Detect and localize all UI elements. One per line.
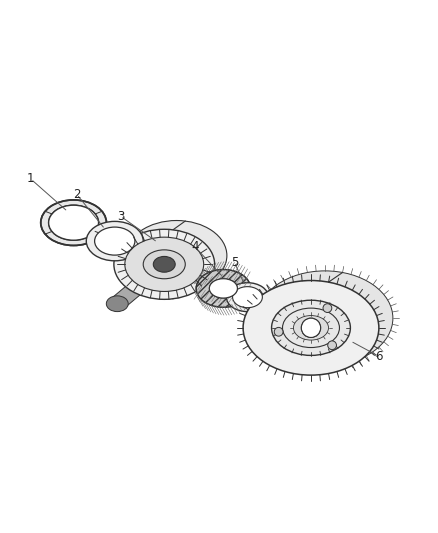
Polygon shape: [112, 259, 170, 310]
Ellipse shape: [226, 282, 268, 312]
Circle shape: [323, 304, 332, 312]
Ellipse shape: [143, 250, 185, 279]
Text: 6: 6: [375, 350, 383, 363]
Ellipse shape: [196, 270, 251, 307]
Ellipse shape: [257, 271, 393, 366]
Circle shape: [301, 318, 321, 337]
Ellipse shape: [196, 270, 251, 307]
Circle shape: [328, 341, 336, 350]
Circle shape: [274, 327, 283, 336]
Ellipse shape: [293, 316, 328, 340]
Ellipse shape: [125, 237, 204, 292]
Ellipse shape: [114, 229, 215, 300]
Text: 1: 1: [27, 172, 35, 185]
Ellipse shape: [243, 280, 379, 375]
Ellipse shape: [209, 279, 237, 298]
Ellipse shape: [153, 256, 175, 272]
Ellipse shape: [272, 300, 350, 356]
Ellipse shape: [233, 287, 262, 308]
Ellipse shape: [41, 200, 106, 246]
Ellipse shape: [283, 308, 339, 348]
Ellipse shape: [49, 205, 99, 240]
Text: 5: 5: [231, 256, 238, 269]
Text: 3: 3: [117, 209, 124, 223]
Ellipse shape: [126, 221, 227, 290]
Text: 4: 4: [191, 240, 199, 253]
Ellipse shape: [95, 227, 135, 255]
Ellipse shape: [106, 296, 128, 312]
Ellipse shape: [209, 279, 237, 298]
Ellipse shape: [86, 221, 143, 261]
Text: 2: 2: [73, 188, 81, 201]
Circle shape: [301, 318, 321, 337]
